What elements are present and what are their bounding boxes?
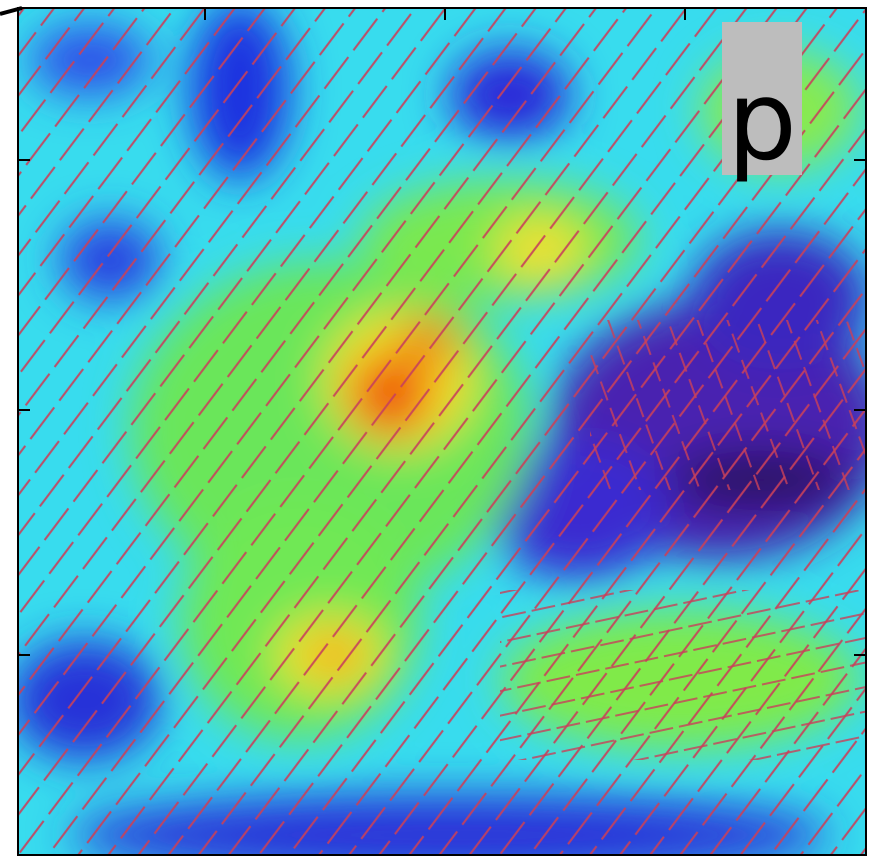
panel-label: p	[727, 56, 797, 184]
page: p (() => { const data = JSON.parse(docum…	[0, 0, 891, 859]
figure-panel: p	[0, 0, 891, 859]
